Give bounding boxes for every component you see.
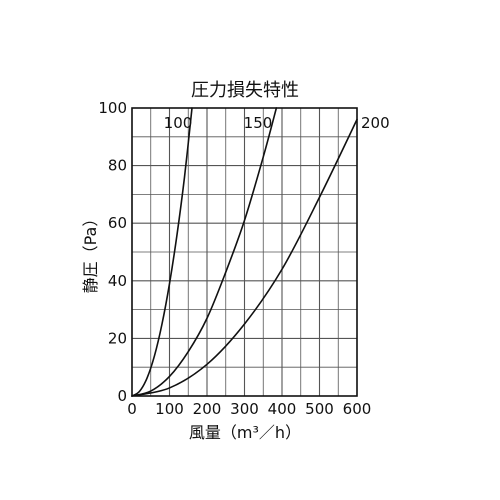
x-tick-label: 500	[305, 400, 334, 418]
chart-grid	[131, 107, 358, 397]
y-tick-label: 100	[98, 99, 127, 117]
y-tick-label: 80	[108, 157, 127, 175]
y-tick-label: 60	[108, 214, 127, 232]
y-tick-label: 20	[108, 329, 127, 347]
y-tick-label: 40	[108, 272, 127, 290]
y-axis-label: 静圧（Pa）	[81, 211, 100, 294]
series-label-150: 150	[244, 114, 273, 132]
y-tick-label: 0	[117, 387, 127, 405]
series-layer: 100 150 200	[131, 107, 390, 397]
y-axis-ticks: 0 20 40 60 80 100	[98, 99, 127, 405]
chart-title: 圧力損失特性	[191, 80, 299, 101]
series-line-150	[131, 107, 278, 397]
x-tick-label: 600	[343, 400, 372, 418]
x-tick-label: 300	[230, 400, 259, 418]
x-axis-label: 風量（m³／h）	[189, 423, 301, 442]
series-line-100	[131, 107, 193, 397]
x-tick-label: 200	[193, 400, 222, 418]
series-label-200: 200	[361, 114, 390, 132]
x-tick-label: 400	[268, 400, 297, 418]
x-axis-ticks: 0 100 200 300 400 500 600	[127, 400, 371, 418]
series-line-200	[131, 118, 358, 397]
plot-frame	[131, 107, 358, 397]
x-tick-label: 0	[127, 400, 137, 418]
x-tick-label: 100	[155, 400, 184, 418]
series-label-100: 100	[164, 114, 193, 132]
